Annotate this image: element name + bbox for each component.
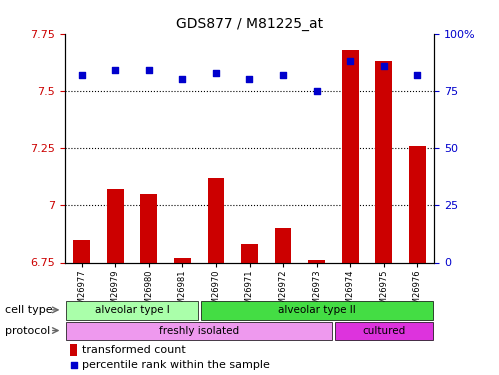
- Bar: [208, 178, 225, 262]
- Point: [380, 63, 388, 69]
- Point: [212, 70, 220, 76]
- Text: freshly isolated: freshly isolated: [159, 326, 239, 336]
- Bar: [174, 258, 191, 262]
- Point: [145, 68, 153, 74]
- Bar: [140, 194, 157, 262]
- Text: transformed count: transformed count: [82, 345, 186, 355]
- Bar: [241, 244, 258, 262]
- Bar: [375, 61, 392, 262]
- Text: percentile rank within the sample: percentile rank within the sample: [82, 360, 270, 370]
- Point: [69, 362, 78, 368]
- Bar: [73, 240, 90, 262]
- Text: cell type: cell type: [5, 305, 52, 315]
- Text: alveolar type II: alveolar type II: [278, 305, 355, 315]
- Text: alveolar type I: alveolar type I: [95, 305, 169, 315]
- Point: [413, 72, 421, 78]
- Point: [178, 76, 186, 82]
- Point: [313, 88, 321, 94]
- Point: [346, 58, 354, 64]
- Bar: [66, 301, 198, 320]
- Text: cultured: cultured: [362, 326, 405, 336]
- Title: GDS877 / M81225_at: GDS877 / M81225_at: [176, 17, 323, 32]
- Point: [111, 68, 119, 74]
- Text: protocol: protocol: [5, 326, 50, 336]
- Bar: [308, 260, 325, 262]
- Point: [246, 76, 253, 82]
- Bar: [201, 301, 433, 320]
- Bar: [274, 228, 291, 262]
- Point: [78, 72, 86, 78]
- Bar: [335, 322, 433, 340]
- Bar: [66, 322, 332, 340]
- Point: [279, 72, 287, 78]
- Bar: [107, 189, 124, 262]
- Bar: [70, 344, 77, 355]
- Bar: [342, 50, 359, 262]
- Bar: [409, 146, 426, 262]
